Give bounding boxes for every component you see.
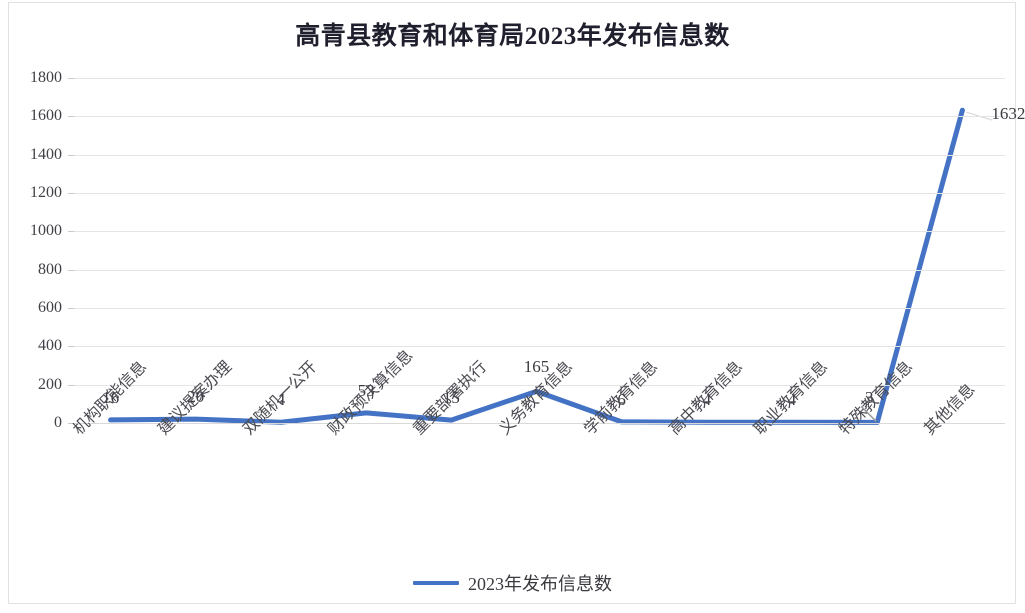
gridline <box>68 269 1005 271</box>
chart-title: 高青县教育和体育局2023年发布信息数 <box>295 23 730 50</box>
y-axis-tick-label: 600 <box>38 299 62 316</box>
y-axis-tick-label: 1600 <box>30 107 62 125</box>
y-axis-tick-label: 400 <box>38 337 62 355</box>
gridline <box>68 384 1005 386</box>
data-label: 3 <box>864 388 874 408</box>
plot-area: 16 20 4 53 15 165 6 4 4 3 1632 <box>68 78 1025 425</box>
y-axis-tick-label: 800 <box>38 260 62 278</box>
gridline <box>68 116 1005 118</box>
data-label: 20 <box>187 387 205 407</box>
data-label: 4 <box>702 390 712 410</box>
legend-swatch-2023 <box>413 581 459 585</box>
data-label-leader-line <box>860 405 877 422</box>
series-line-2023 <box>108 107 993 425</box>
y-axis-tick-mark <box>68 231 74 233</box>
gridline <box>68 423 1005 424</box>
y-axis-tick-mark <box>68 78 74 79</box>
y-axis-tick-label: 1400 <box>30 145 62 163</box>
y-axis-tick-mark <box>68 116 74 118</box>
chart-legend: 2023年发布信息数 <box>0 570 1025 596</box>
y-axis-tick-label: 200 <box>38 375 62 393</box>
gridline <box>68 193 1005 194</box>
data-label: 6 <box>617 389 626 409</box>
gridline <box>68 346 1005 348</box>
y-axis-tick-mark <box>68 384 74 386</box>
gridline <box>68 78 1005 79</box>
y-axis-tick-label: 1200 <box>30 184 62 201</box>
data-label: 4 <box>787 390 797 410</box>
x-axis: 机构职能信息 建议提案办理 双随机一公开 财政预决算信息 重要部署执行 义务教育信息 学前教… <box>68 347 1005 537</box>
y-axis-tick-mark <box>68 346 74 348</box>
y-axis-tick-mark <box>68 193 74 194</box>
data-label: 4 <box>276 390 286 410</box>
series-path-0 <box>108 107 965 425</box>
data-label: 1632 <box>991 104 1025 124</box>
y-axis-tick-mark <box>68 308 74 309</box>
y-axis-tick-label: 1000 <box>30 222 62 240</box>
y-axis-tick-mark <box>68 423 74 424</box>
data-label: 15 <box>442 388 460 408</box>
data-label-leader-line <box>966 111 993 121</box>
legend-label-2023: 2023年发布信息数 <box>468 574 612 594</box>
data-label: 53 <box>357 380 375 400</box>
y-axis-tick-mark <box>68 269 74 271</box>
y-axis-tick-mark <box>68 154 74 156</box>
gridline <box>68 231 1005 233</box>
y-axis-tick-label: 1800 <box>30 69 62 86</box>
y-axis: 0 200 400 600 800 1000 1200 1400 1600 1800 <box>0 70 62 431</box>
gridline <box>68 308 1005 309</box>
data-label: 165 <box>523 357 550 377</box>
y-axis-tick-label: 0 <box>54 414 62 431</box>
gridline <box>68 154 1005 156</box>
data-label: 16 <box>102 387 120 407</box>
